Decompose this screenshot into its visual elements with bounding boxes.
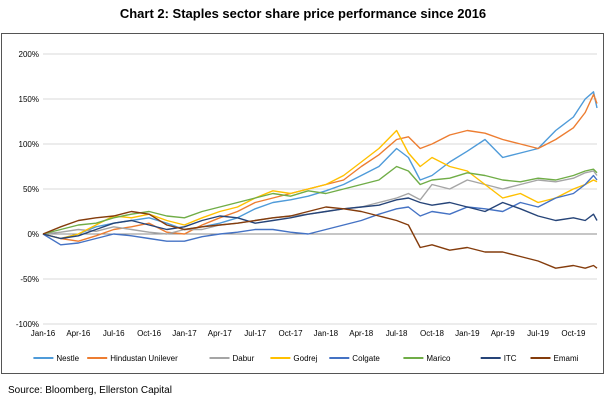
- x-tick-label: Jul-19: [527, 329, 549, 338]
- legend-label: Emami: [554, 354, 579, 363]
- y-axis-tick-labels: -100% -50% 0% 50% 100% 150% 200%: [16, 50, 39, 329]
- x-tick-label: Oct-16: [137, 329, 162, 338]
- x-tick-label: Apr-16: [66, 329, 91, 338]
- y-tick-label: 150%: [19, 95, 39, 104]
- y-tick-label: 50%: [23, 185, 39, 194]
- legend-item: Nestle: [33, 354, 80, 363]
- y-tick-label: 0%: [27, 230, 39, 239]
- y-tick-label: -50%: [20, 275, 39, 284]
- series-line-marico: [42, 165, 598, 235]
- chart-frame: [1, 33, 604, 374]
- legend-item: Dabur: [209, 354, 255, 363]
- legend-label: Godrej: [293, 354, 317, 363]
- x-tick-label: Oct-17: [279, 329, 304, 338]
- series-line-colgate: [42, 174, 598, 246]
- series-lines: [42, 91, 598, 269]
- legend-label: ITC: [504, 354, 517, 363]
- x-tick-label: Oct-19: [561, 329, 586, 338]
- legend-label: Dabur: [233, 354, 255, 363]
- legend-item: Colgate: [329, 354, 380, 363]
- y-tick-label: 100%: [19, 140, 39, 149]
- y-tick-label: 200%: [19, 50, 39, 59]
- x-tick-label: Jan-16: [31, 329, 56, 338]
- legend-item: Marico: [403, 354, 451, 363]
- y-tick-label: -100%: [16, 320, 39, 329]
- series-line-godrej: [42, 129, 598, 240]
- x-tick-label: Apr-18: [349, 329, 374, 338]
- legend-label: Nestle: [56, 354, 79, 363]
- x-tick-label: Jan-19: [455, 329, 480, 338]
- legend: Nestle Hindustan Unilever Dabur Godrej Colga…: [33, 354, 579, 363]
- source-note: Source: Bloomberg, Ellerston Capital: [8, 385, 172, 396]
- legend-label: Hindustan Unilever: [110, 354, 178, 363]
- x-tick-label: Oct-18: [420, 329, 445, 338]
- x-tick-label: Jul-16: [103, 329, 125, 338]
- series-line-emami: [42, 206, 598, 269]
- series-line-hindustan-unilever: [42, 93, 598, 242]
- gridlines: [43, 53, 597, 325]
- legend-item: Emami: [530, 354, 579, 363]
- x-tick-label: Apr-19: [491, 329, 516, 338]
- x-tick-label: Jul-18: [386, 329, 408, 338]
- legend-item: Hindustan Unilever: [87, 354, 178, 363]
- series-line-itc: [42, 197, 598, 240]
- x-tick-label: Jul-17: [244, 329, 266, 338]
- legend-label: Marico: [426, 354, 451, 363]
- series-line-nestle: [42, 91, 598, 240]
- legend-item: Godrej: [270, 354, 318, 363]
- chart-title: Chart 2: Staples sector share price perf…: [119, 6, 487, 21]
- legend-item: ITC: [480, 354, 517, 363]
- x-tick-label: Jan-18: [314, 329, 339, 338]
- legend-label: Colgate: [352, 354, 380, 363]
- x-tick-label: Jan-17: [172, 329, 197, 338]
- x-axis-tick-labels: Jan-16 Apr-16 Jul-16 Oct-16 Jan-17 Apr-17 Jul-…: [31, 329, 586, 338]
- x-tick-label: Apr-17: [208, 329, 233, 338]
